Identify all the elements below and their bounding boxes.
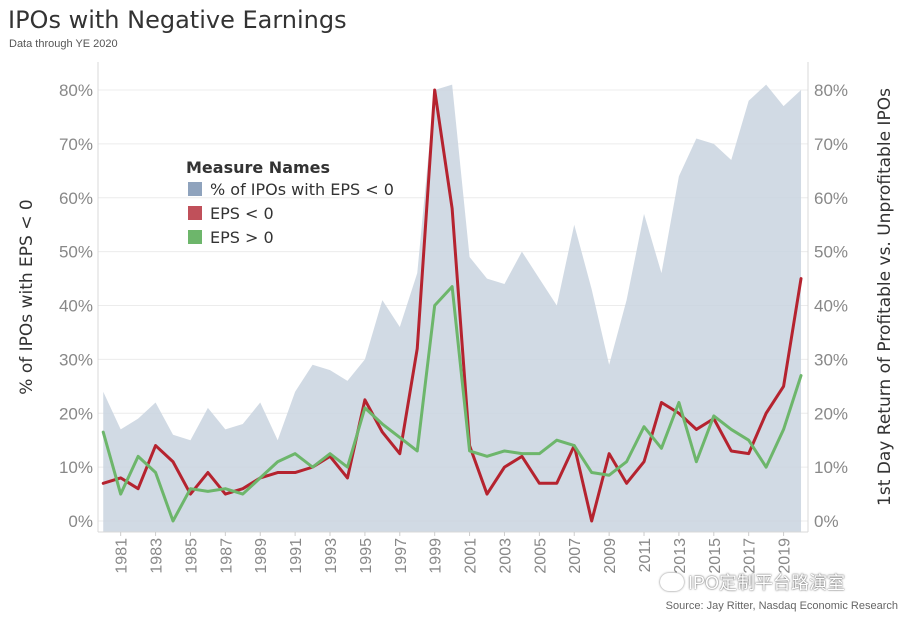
x-tick-label: 1985 (183, 538, 200, 574)
watermark-text: IPO定制平台路演室 (688, 573, 846, 593)
x-tick-label: 2007 (567, 538, 584, 574)
x-tick-label: 2003 (497, 538, 514, 574)
line-series (101, 88, 803, 523)
wechat-icon (660, 573, 684, 591)
x-tick-label: 1987 (218, 538, 235, 574)
y-tick-label-right: 40% (814, 297, 848, 316)
x-tick-label: 2005 (532, 538, 549, 574)
legend-title: Measure Names (186, 158, 330, 177)
y-tick-label-left: 30% (59, 350, 93, 369)
area-series (103, 84, 802, 532)
y-tick-label-left: 40% (59, 297, 93, 316)
y-tick-label-right: 80% (814, 81, 848, 100)
y-tick-label-left: 20% (59, 404, 93, 423)
x-tick-label: 1997 (393, 538, 410, 574)
y-tick-label-left: 70% (59, 135, 93, 154)
x-tick-label: 1991 (288, 538, 305, 574)
x-tick-label: 2013 (672, 538, 689, 574)
y-tick-label-right: 30% (814, 350, 848, 369)
legend-swatch (188, 230, 202, 244)
x-tick-label: 2017 (742, 538, 759, 574)
watermark: IPO定制平台路演室 (660, 569, 845, 595)
area-baseline-band (103, 521, 802, 532)
y-tick-label-right: 70% (814, 135, 848, 154)
legend-label: EPS > 0 (210, 228, 274, 247)
legend: Measure Names % of IPOs with EPS < 0 EPS <… (186, 158, 394, 247)
y-tick-label-right: 60% (814, 189, 848, 208)
y-tick-label-left: 50% (59, 243, 93, 262)
y-tick-label-left: 0% (68, 512, 93, 531)
x-tick-label: 2001 (463, 538, 480, 574)
x-tick-label: 2011 (637, 538, 654, 573)
y-tick-label-right: 10% (814, 458, 848, 477)
series-area-eps-negative-share (103, 84, 802, 522)
source-note: Source: Jay Ritter, Nasdaq Economic Rese… (665, 600, 898, 612)
x-tick-label: 2015 (707, 538, 724, 574)
series-line-eps-positive (101, 285, 803, 523)
x-tick-label: 1993 (323, 538, 340, 574)
y-tick-label-left: 60% (59, 189, 93, 208)
chart-title: IPOs with Negative Earnings (8, 6, 347, 34)
x-tick-label: 1999 (428, 538, 445, 574)
legend-label: % of IPOs with EPS < 0 (210, 180, 394, 199)
chart-subtitle: Data through YE 2020 (9, 38, 118, 50)
legend-label: EPS < 0 (210, 204, 274, 223)
x-tick-label: 1995 (358, 538, 375, 574)
y-axis-title-left: % of IPOs with EPS < 0 (17, 199, 37, 394)
y-tick-label-right: 0% (814, 512, 839, 531)
y-tick-label-left: 10% (59, 458, 93, 477)
axes: 0% 0% 10% 10% 20% 20% 30% 30% 40% 40% 50% 50% 60% 60%… (17, 62, 895, 574)
x-tick-label: 1981 (114, 538, 131, 574)
y-tick-label-right: 50% (814, 243, 848, 262)
x-tick-label: 1989 (253, 538, 270, 574)
x-tick-label: 2019 (777, 538, 794, 574)
x-tick-label: 2009 (602, 538, 619, 574)
legend-swatch (188, 206, 202, 220)
y-tick-label-left: 80% (59, 81, 93, 100)
y-tick-label-right: 20% (814, 404, 848, 423)
legend-swatch (188, 182, 202, 196)
x-tick-label: 1983 (149, 538, 166, 574)
y-axis-title-right: 1st Day Return of Profitable vs. Unprofi… (875, 88, 895, 506)
